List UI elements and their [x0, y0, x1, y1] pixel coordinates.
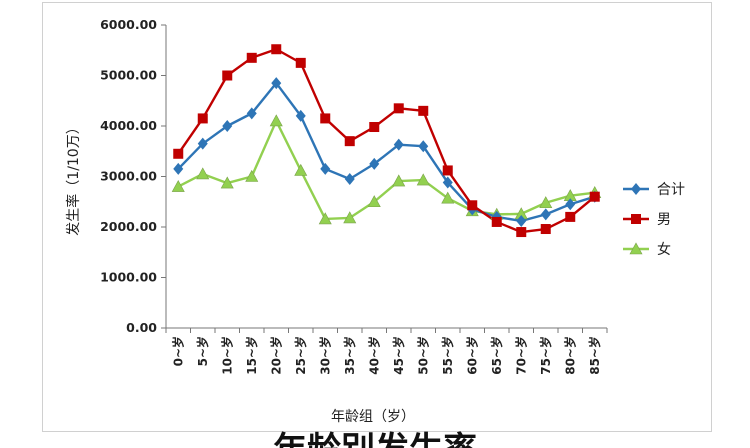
data-point-diamond: [295, 109, 306, 122]
legend-label: 合计: [657, 182, 685, 198]
y-tick-label: 0.00: [126, 320, 157, 335]
data-point-diamond: [173, 162, 184, 175]
legend-label: 女: [657, 241, 671, 258]
data-point-triangle: [367, 195, 381, 208]
x-tick-label: 5~岁: [195, 336, 210, 366]
x-tick-label: 50~岁: [415, 336, 430, 375]
x-tick-label: 20~岁: [268, 336, 283, 375]
data-point-square: [393, 103, 404, 114]
data-point-square: [246, 52, 257, 63]
x-tick-label: 80~岁: [562, 336, 577, 375]
data-point-diamond: [393, 138, 404, 151]
data-point-diamond: [540, 208, 551, 221]
x-tick-label: 60~岁: [464, 336, 479, 375]
data-point-triangle: [318, 212, 332, 225]
data-point-triangle: [416, 173, 430, 186]
x-tick-label: 85~岁: [587, 336, 602, 375]
data-point-triangle: [171, 179, 185, 192]
data-point-triangle: [269, 114, 283, 127]
data-point-diamond: [246, 107, 257, 120]
data-point-triangle: [220, 176, 234, 189]
x-tick-label: 0~岁: [170, 336, 185, 366]
legend-marker: [631, 183, 641, 195]
legend-label: 男: [657, 212, 671, 228]
data-point-square: [320, 113, 331, 124]
data-point-diamond: [369, 157, 380, 170]
data-point-diamond: [222, 120, 233, 132]
data-point-square: [173, 148, 184, 159]
data-point-triangle: [441, 191, 455, 204]
y-tick-label: 6000.00: [100, 17, 157, 32]
data-point-triangle: [196, 167, 210, 180]
chart: 0.00 1000.00 2000.00 3000.00 4000.00 5000.00 6…: [65, 17, 685, 425]
data-point-diamond: [565, 198, 576, 211]
figure-caption: 年龄别发生率: [0, 428, 750, 448]
x-axis-title: 年龄组（岁）: [331, 409, 415, 425]
x-tick-label: 10~岁: [219, 336, 234, 375]
data-point-square: [467, 200, 478, 211]
data-point-square: [589, 191, 600, 202]
data-point-square: [491, 216, 502, 227]
series-line-diamond: [177, 81, 596, 223]
x-tick-label: 25~岁: [293, 336, 308, 375]
y-axis-title: 发生率（1/10万）: [65, 120, 82, 235]
data-point-square: [516, 227, 527, 238]
x-tick-label: 70~岁: [513, 336, 528, 375]
data-point-diamond: [442, 176, 453, 189]
x-tick-label: 30~岁: [317, 336, 332, 375]
data-point-diamond: [344, 173, 355, 186]
x-tick-label: 15~岁: [244, 336, 259, 375]
x-tick-label: 55~岁: [440, 336, 455, 375]
x-tick-label: 35~岁: [342, 336, 357, 375]
data-point-triangle: [343, 211, 357, 224]
y-tick-label: 4000.00: [100, 118, 157, 133]
series-line-triangle: [177, 119, 595, 221]
x-tick-label: 45~岁: [391, 336, 406, 375]
data-point-diamond: [418, 140, 429, 153]
y-tick-label: 3000.00: [100, 169, 157, 184]
y-tick-label: 2000.00: [100, 219, 157, 234]
data-point-square: [418, 105, 429, 116]
data-point-square: [271, 44, 282, 55]
chart-frame: 0.00 1000.00 2000.00 3000.00 4000.00 5000.00 6…: [42, 2, 712, 432]
data-point-triangle: [245, 169, 259, 182]
data-point-triangle: [294, 163, 308, 176]
legend-marker: [631, 214, 641, 224]
legend-marker: [629, 242, 643, 255]
data-point-diamond: [271, 77, 282, 90]
data-point-diamond: [320, 162, 331, 175]
data-point-square: [222, 70, 233, 81]
x-tick-label: 40~岁: [366, 336, 381, 375]
y-tick-label: 1000.00: [100, 270, 157, 285]
data-point-triangle: [539, 196, 553, 209]
data-point-triangle: [392, 174, 406, 187]
data-point-diamond: [516, 214, 527, 227]
data-point-square: [344, 136, 355, 147]
data-point-square: [565, 211, 576, 222]
data-point-square: [197, 113, 208, 124]
data-point-square: [369, 122, 380, 133]
x-tick-label: 65~岁: [489, 336, 504, 375]
data-point-square: [295, 57, 306, 68]
data-point-square: [540, 224, 551, 235]
data-point-diamond: [197, 137, 208, 150]
y-tick-label: 5000.00: [100, 68, 157, 83]
x-tick-label: 75~岁: [538, 336, 553, 375]
series-line-square: [177, 48, 596, 234]
data-point-square: [442, 165, 453, 176]
